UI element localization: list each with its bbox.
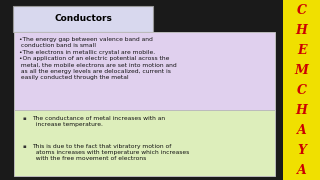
Text: The conductance of metal increases with an
  increase temperature.: The conductance of metal increases with … <box>32 116 165 127</box>
Text: ▪: ▪ <box>22 143 26 148</box>
Text: H: H <box>296 103 308 116</box>
Text: A: A <box>297 163 307 177</box>
Text: A: A <box>297 123 307 136</box>
FancyBboxPatch shape <box>14 32 275 112</box>
Text: Y: Y <box>297 143 306 156</box>
Text: H: H <box>296 24 308 37</box>
FancyBboxPatch shape <box>13 6 153 32</box>
Text: E: E <box>297 44 306 57</box>
FancyBboxPatch shape <box>283 0 320 180</box>
FancyBboxPatch shape <box>14 110 275 176</box>
Text: C: C <box>297 84 307 96</box>
Text: Conductors: Conductors <box>54 14 112 23</box>
Text: ▪: ▪ <box>22 116 26 121</box>
Text: This is due to the fact that vibratory motion of
  atoms increases with temperat: This is due to the fact that vibratory m… <box>32 143 189 161</box>
Text: C: C <box>297 3 307 17</box>
Text: •The energy gap between valence band and
 conduction band is small
•The electron: •The energy gap between valence band and… <box>19 37 177 80</box>
Text: M: M <box>295 64 308 76</box>
